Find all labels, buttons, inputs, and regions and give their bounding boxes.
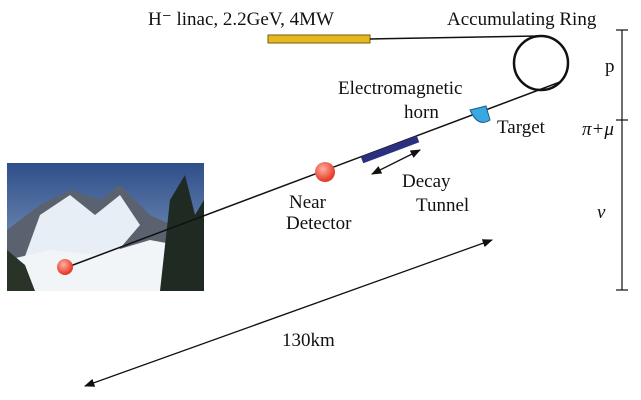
stage-label: ν [597,202,606,223]
decay-tunnel-label: Tunnel [416,195,469,216]
decay-arrow [371,149,421,175]
stage-label: π+μ [582,119,614,140]
transfer-line [369,35,539,40]
accumulating-ring [512,34,570,92]
stage-label: p [605,56,615,77]
target-label: Target [497,117,546,138]
decay-tunnel-label: Decay [402,171,451,192]
near-detector-label: Detector [286,213,352,234]
ring-label: Accumulating Ring [447,9,597,30]
horn-label: horn [404,102,439,123]
stage-scale [616,29,628,291]
near-detector [315,162,335,182]
linac-label: H⁻ linac, 2.2GeV, 4MW [148,9,334,30]
horn [360,135,420,164]
far-detector [57,259,73,275]
target [469,105,491,123]
distance-arrow [84,239,493,387]
distance-label: 130km [282,330,335,351]
linac [267,34,371,44]
horn-label: Electromagnetic [338,78,463,99]
near-detector-label: Near [289,192,327,213]
